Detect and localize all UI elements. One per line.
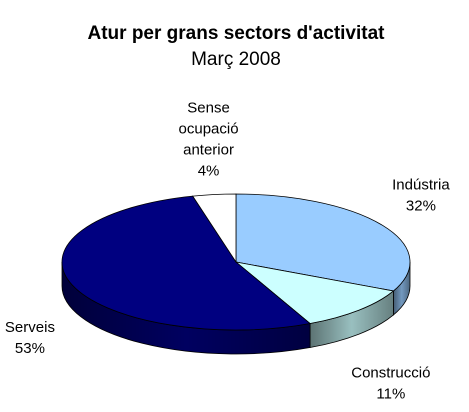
chart-subtitle: Març 2008	[191, 49, 281, 70]
value-label: 11%	[376, 385, 405, 402]
value-label: 4%	[198, 162, 220, 179]
label-line: Sense	[187, 99, 230, 116]
sides	[61, 261, 411, 355]
slice-label: Serveis	[5, 319, 55, 336]
slice	[61, 195, 312, 331]
value-label: 32%	[406, 198, 436, 215]
label-line: anterior	[183, 141, 234, 158]
slice	[234, 261, 395, 324]
slice-label: Sense ocupació anterior	[179, 99, 239, 158]
value-label: 53%	[15, 340, 45, 357]
slice-side-shade	[393, 262, 410, 315]
slice	[235, 193, 411, 292]
slice-side-shade	[62, 262, 311, 355]
label-line: ocupació	[179, 120, 239, 137]
slice	[192, 193, 237, 264]
slice-label: Construcció	[351, 364, 430, 381]
slice-label: Indústria	[392, 177, 450, 194]
slice-side-shade	[310, 290, 394, 348]
chart-title: Atur per grans sectors d'activitat	[88, 23, 386, 44]
